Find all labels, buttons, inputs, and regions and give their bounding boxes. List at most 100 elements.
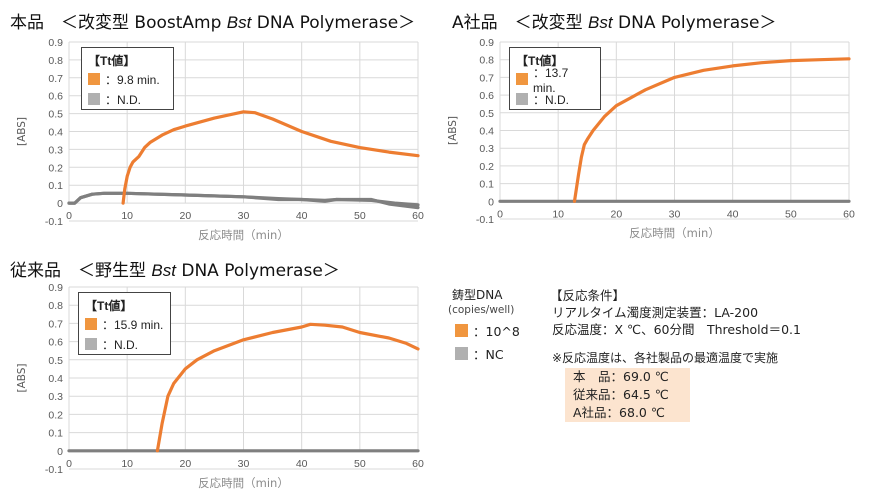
- series-line-nc: [67, 191, 420, 207]
- orange-swatch: [516, 73, 528, 85]
- x-tick-label: 0: [66, 210, 72, 222]
- conditions-heading: 【反応条件】: [550, 288, 626, 303]
- y-tick-label: 0.5: [48, 355, 63, 367]
- y-tick-label: 0.4: [48, 127, 63, 139]
- y-tick-label: 0: [57, 198, 63, 210]
- x-tick-label: 50: [785, 208, 797, 220]
- y-tick-label: 0.9: [479, 37, 494, 49]
- x-tick-label: 30: [238, 458, 250, 470]
- x-tick-label: 60: [412, 458, 424, 470]
- legend-entry: ：9.8 min.: [105, 72, 160, 87]
- y-tick-label: 0.9: [48, 282, 63, 294]
- x-tick-label: 0: [497, 208, 503, 220]
- x-tick-label: 50: [354, 210, 366, 222]
- legend-entry: ：13.7 min.: [532, 65, 569, 95]
- x-tick-label: 40: [296, 210, 308, 222]
- y-axis-label: [ABS]: [16, 117, 28, 146]
- legend-entry: ：15.9 min.: [102, 317, 164, 332]
- temp-row: 本 品：69.0 ℃: [573, 369, 669, 384]
- y-tick-label: 0.3: [479, 143, 494, 155]
- y-tick-label: 0.9: [48, 37, 63, 49]
- y-axis-label: [ABS]: [16, 363, 28, 392]
- x-axis-label: 反応時間（min）: [629, 226, 720, 240]
- conditions-temp: 反応温度：X ℃、60分間 Threshold＝0.1: [552, 322, 801, 337]
- y-tick-label: 0.4: [479, 126, 494, 138]
- orange-swatch: [88, 73, 100, 85]
- series-line-sample: [121, 110, 420, 205]
- legend-title: 【Tt値】: [85, 298, 133, 313]
- conditions-device: リアルタイム濁度測定装置：LA-200: [552, 305, 759, 320]
- y-tick-label: 0.1: [48, 180, 63, 192]
- x-tick-label: 30: [238, 210, 250, 222]
- temp-row: 従来品：64.5 ℃: [573, 387, 669, 402]
- y-tick-label: 0.7: [48, 318, 63, 330]
- template-legend-unit: (copies/well): [448, 304, 515, 316]
- x-tick-label: 30: [669, 208, 681, 220]
- y-tick-label: 0.7: [48, 73, 63, 85]
- y-tick-label: -0.1: [476, 214, 494, 226]
- y-tick-label: -0.1: [45, 464, 63, 476]
- y-tick-label: 0.2: [479, 161, 494, 173]
- orange-swatch: [85, 318, 97, 330]
- gray-swatch: [85, 338, 97, 350]
- y-tick-label: 0.1: [479, 179, 494, 191]
- y-tick-label: 0.6: [48, 337, 63, 349]
- y-tick-label: 0.8: [48, 300, 63, 312]
- tt-legend-3: 【Tt値】 ：15.9 min. ：N.D.: [78, 292, 171, 355]
- y-tick-label: 0.4: [48, 373, 63, 385]
- y-tick-label: 0.5: [48, 109, 63, 121]
- x-tick-label: 0: [66, 458, 72, 470]
- x-tick-label: 20: [610, 208, 622, 220]
- chart-3: -0.100.10.20.30.40.50.60.70.80.90 10 20 30 4…: [16, 282, 424, 490]
- y-axis-label: [ABS]: [447, 116, 459, 145]
- legend-entry: ：N.D.: [533, 92, 570, 107]
- x-tick-label: 40: [296, 458, 308, 470]
- y-tick-label: 0.6: [48, 91, 63, 103]
- y-tick-label: 0.8: [479, 55, 494, 67]
- temperature-table: 本 品：69.0 ℃ 従来品：64.5 ℃ A社品：68.0 ℃: [565, 368, 690, 422]
- tt-legend-2: 【Tt値】 ：13.7 min. ：N.D.: [509, 47, 601, 110]
- legend-entry: ：10^8: [473, 324, 520, 339]
- template-legend-nc: ：NC: [455, 344, 504, 363]
- series-line-sample: [572, 57, 851, 203]
- series-line-sample: [155, 322, 420, 453]
- conditions-note: ※反応温度は、各社製品の最適温度で実施: [552, 351, 779, 365]
- x-tick-label: 20: [179, 210, 191, 222]
- x-tick-label: 10: [121, 458, 133, 470]
- x-tick-label: 10: [552, 208, 564, 220]
- y-tick-label: 0.3: [48, 144, 63, 156]
- gray-swatch: [516, 93, 528, 105]
- template-legend-title: 鋳型DNA: [452, 288, 503, 302]
- chart-title-2: A社品 ＜改変型 Bst DNA Polymerase＞: [452, 13, 777, 33]
- gray-swatch: [455, 347, 468, 360]
- chart-1: -0.100.10.20.30.40.50.60.70.80.90 10 20 30 4…: [16, 37, 424, 242]
- y-tick-label: 0: [57, 446, 63, 458]
- legend-title: 【Tt値】: [88, 53, 136, 68]
- y-tick-label: 0.2: [48, 162, 63, 174]
- legend-entry: ：N.D.: [105, 92, 142, 107]
- y-tick-label: 0.5: [479, 108, 494, 120]
- chart-2: -0.100.10.20.30.40.50.60.70.80.90 10 20 30 4…: [447, 37, 855, 240]
- y-tick-label: 0.3: [48, 391, 63, 403]
- template-legend-sample: ：10^8: [455, 321, 520, 340]
- y-tick-label: 0.1: [48, 428, 63, 440]
- chart-title-3: 従来品 ＜野生型 Bst DNA Polymerase＞: [10, 261, 340, 281]
- x-tick-label: 60: [412, 210, 424, 222]
- gray-swatch: [88, 93, 100, 105]
- x-axis-label: 反応時間（min）: [198, 476, 289, 490]
- legend-entry: ：N.D.: [102, 337, 139, 352]
- legend-entry: ：NC: [473, 347, 504, 362]
- x-tick-label: 10: [121, 210, 133, 222]
- orange-swatch: [455, 324, 468, 337]
- y-tick-label: 0.7: [479, 72, 494, 84]
- legend-title: 【Tt値】: [516, 53, 564, 68]
- x-tick-label: 60: [843, 208, 855, 220]
- y-tick-label: -0.1: [45, 216, 63, 228]
- chart-title-1: 本品 ＜改変型 BoostAmp Bst DNA Polymerase＞: [10, 13, 416, 33]
- y-tick-label: 0.2: [48, 409, 63, 421]
- y-tick-label: 0.8: [48, 55, 63, 67]
- y-tick-label: 0: [488, 196, 494, 208]
- y-tick-label: 0.6: [479, 90, 494, 102]
- temp-row: A社品：68.0 ℃: [573, 405, 665, 420]
- tt-legend-1: 【Tt値】 ：9.8 min. ：N.D.: [81, 47, 174, 110]
